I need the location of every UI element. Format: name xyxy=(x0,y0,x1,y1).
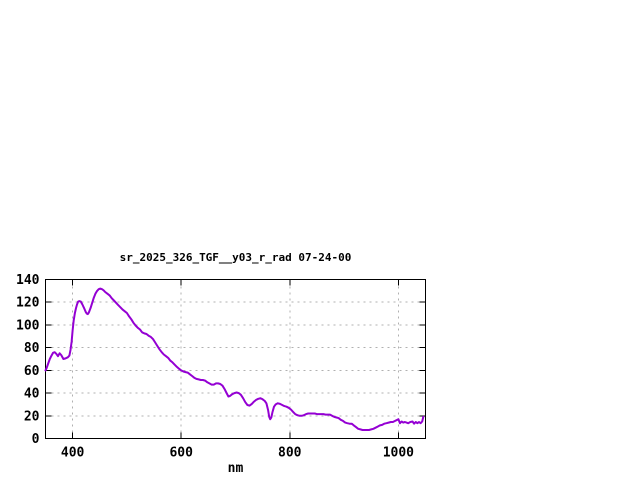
x-tick-label: 400 xyxy=(61,446,85,461)
y-tick-label: 20 xyxy=(24,409,40,424)
y-tick-label: 80 xyxy=(24,341,40,356)
x-tick-label: 1000 xyxy=(383,446,414,461)
plot-border xyxy=(45,279,426,439)
x-tick-label: 800 xyxy=(278,446,302,461)
y-tick-label: 0 xyxy=(32,432,40,447)
y-tick-label: 100 xyxy=(16,318,40,333)
y-tick-label: 140 xyxy=(16,273,40,288)
y-tick-label: 40 xyxy=(24,387,40,402)
x-axis-label: nm xyxy=(227,461,244,476)
x-tick-label: 600 xyxy=(169,446,193,461)
data-line xyxy=(44,287,425,431)
y-tick-label: 60 xyxy=(24,364,40,379)
y-tick-label: 120 xyxy=(16,296,40,311)
chart-title: sr_2025_326_TGF__y03_r_rad 07-24-00 xyxy=(119,251,352,264)
